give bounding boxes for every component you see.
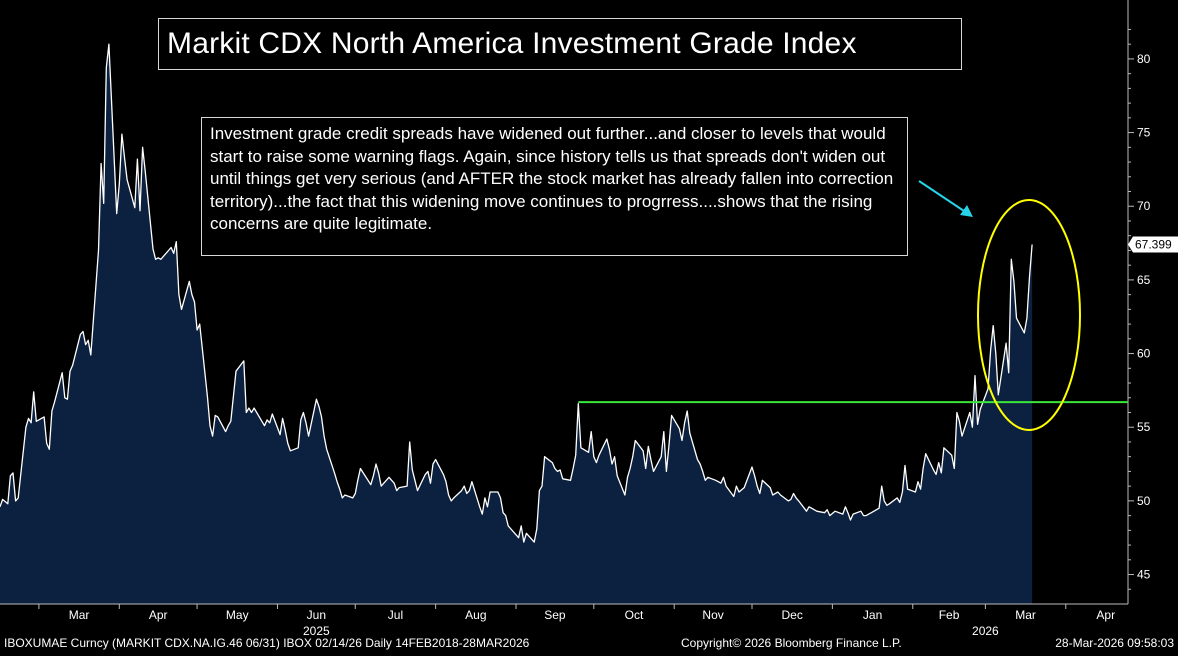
axis-layer: 45 50 55 60 65 70 75 80 Mar Apr May Jun Jul Aug Sep Oct… <box>0 0 1151 638</box>
footer-timestamp: 28-Mar-2026 09:58:03 <box>1055 636 1174 650</box>
x-tick-label: Oct <box>625 608 644 622</box>
y-tick-label: 50 <box>1137 494 1151 508</box>
pointer-arrow <box>918 180 971 216</box>
x-tick-label: Mar <box>69 608 90 622</box>
last-value-label: 67.399 <box>1135 238 1172 252</box>
chart-title: Markit CDX North America Investment Grad… <box>167 27 857 60</box>
last-value-tag <box>1128 236 1178 253</box>
x-tick-label: Jul <box>388 608 403 622</box>
area-layer <box>0 43 1033 604</box>
y-tick-label: 60 <box>1137 347 1151 361</box>
annotation-text: Investment grade credit spreads have wid… <box>210 124 894 234</box>
series-area <box>0 44 1033 604</box>
y-tick-label: 70 <box>1137 199 1151 213</box>
annotation-box: Investment grade credit spreads have wid… <box>201 117 908 256</box>
x-tick-label: Mar <box>1015 608 1036 622</box>
footer-copyright: Copyright© 2026 Bloomberg Finance L.P. <box>681 636 902 650</box>
x-year-label: 2025 <box>303 624 330 638</box>
footer-security-info: IBOXUMAE Curncy (MARKIT CDX.NA.IG.46 06/… <box>4 636 530 650</box>
x-tick-label: Nov <box>702 608 723 622</box>
chart-title-box: Markit CDX North America Investment Grad… <box>158 18 962 70</box>
y-tick-label: 65 <box>1137 273 1151 287</box>
series-line <box>0 43 1033 543</box>
y-tick-label: 75 <box>1137 126 1151 140</box>
y-tick-label: 45 <box>1137 568 1151 582</box>
x-tick-label: Aug <box>465 608 486 622</box>
x-tick-label: Apr <box>1096 608 1115 622</box>
x-tick-label: Jan <box>863 608 882 622</box>
x-tick-label: Dec <box>782 608 803 622</box>
x-tick-label: Feb <box>939 608 960 622</box>
y-tick-label: 80 <box>1137 52 1151 66</box>
pointer-arrowhead <box>960 205 973 217</box>
overlay-layer: 67.399 <box>578 180 1178 431</box>
highlight-ellipse <box>977 199 1081 431</box>
x-year-label: 2026 <box>972 624 999 638</box>
x-tick-label: Apr <box>149 608 168 622</box>
x-tick-label: Jun <box>307 608 326 622</box>
x-tick-label: Sep <box>544 608 566 622</box>
y-tick-label: 55 <box>1137 420 1151 434</box>
x-tick-label: May <box>226 608 249 622</box>
